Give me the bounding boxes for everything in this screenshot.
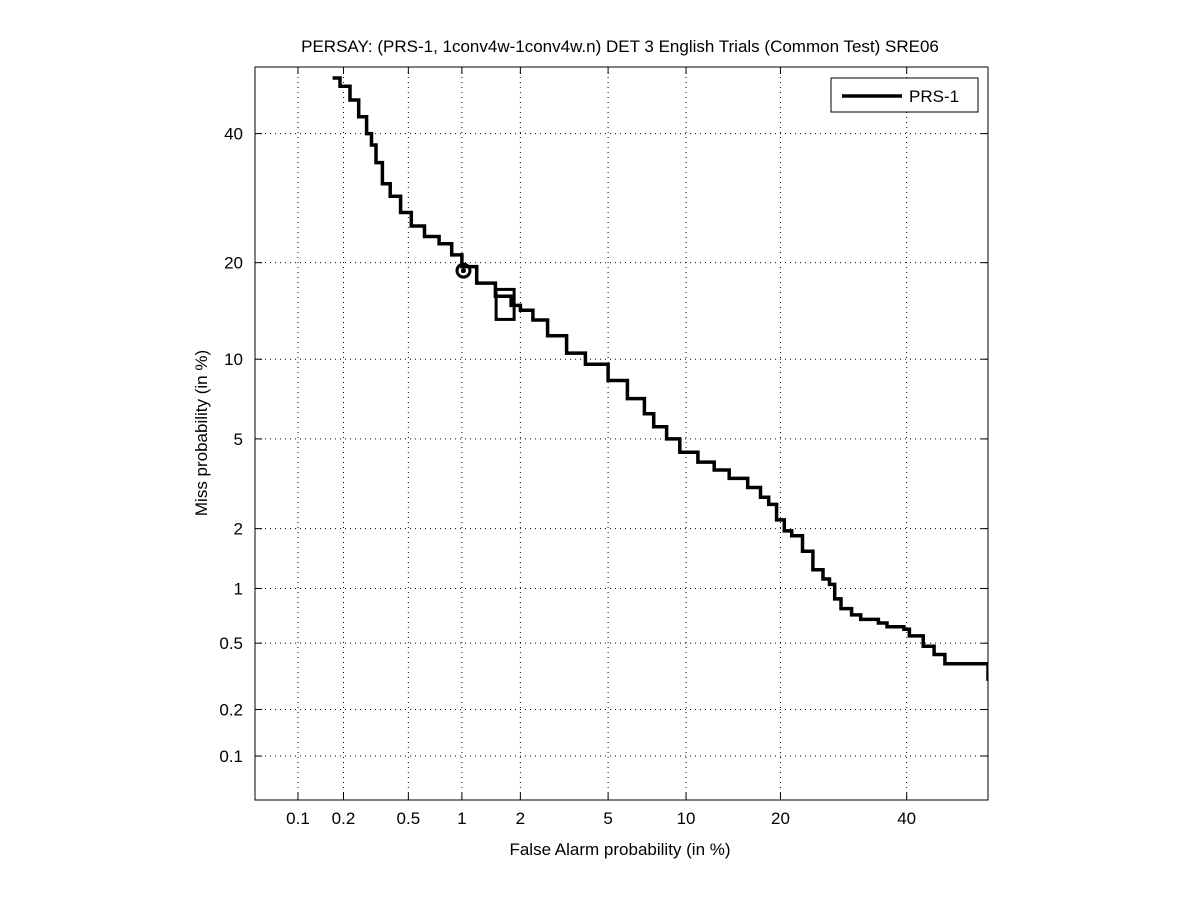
chart-title: PERSAY: (PRS-1, 1conv4w-1conv4w.n) DET 3… — [301, 37, 939, 56]
y-tick-label: 5 — [234, 430, 243, 449]
det-curve-layer — [332, 76, 988, 681]
x-tick-label: 0.1 — [286, 809, 310, 828]
x-tick-label: 40 — [897, 809, 916, 828]
axes-box — [254, 66, 989, 801]
y-axis-label: Miss probability (in %) — [192, 350, 211, 516]
x-tick-label: 0.2 — [332, 809, 356, 828]
plot-axes: 0.1 0.2 0.5 1 2 5 10 20 40 0.1 0.2 0.5 1 2 5 10 20 40 — [219, 66, 989, 828]
x-axis-ticks: 0.1 0.2 0.5 1 2 5 10 20 40 — [286, 67, 916, 828]
x-tick-label: 10 — [677, 809, 696, 828]
y-tick-label: 20 — [224, 254, 243, 273]
y-tick-label: 0.5 — [219, 634, 243, 653]
min-dcf-circle-marker-dot — [460, 268, 466, 274]
y-tick-label: 40 — [224, 125, 243, 144]
actual-dcf-square-marker — [494, 287, 516, 321]
y-axis-ticks: 0.1 0.2 0.5 1 2 5 10 20 40 — [219, 125, 988, 766]
y-tick-label: 0.2 — [219, 701, 243, 720]
grid-lines — [255, 67, 988, 800]
min-dcf-circle-marker — [455, 262, 472, 279]
x-tick-label: 5 — [603, 809, 612, 828]
x-tick-label: 2 — [516, 809, 525, 828]
x-tick-label: 20 — [771, 809, 790, 828]
y-tick-label: 2 — [234, 520, 243, 539]
legend-label-prs-1: PRS-1 — [909, 87, 959, 106]
x-tick-label: 1 — [457, 809, 466, 828]
y-tick-label: 10 — [224, 350, 243, 369]
x-tick-label: 0.5 — [397, 809, 421, 828]
legend: PRS-1 — [830, 77, 979, 113]
det-curve-prs-1 — [332, 76, 988, 681]
y-tick-label: 1 — [234, 579, 243, 598]
y-tick-label: 0.1 — [219, 747, 243, 766]
x-axis-label: False Alarm probability (in %) — [509, 840, 730, 859]
